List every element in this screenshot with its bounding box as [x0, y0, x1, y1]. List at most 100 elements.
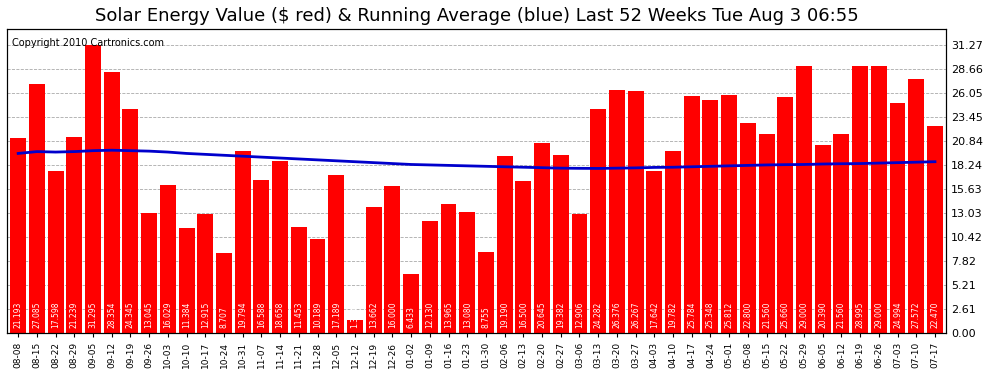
Text: 24.282: 24.282	[594, 302, 603, 328]
Text: 13.965: 13.965	[444, 302, 453, 328]
Title: Solar Energy Value ($ red) & Running Average (blue) Last 52 Weeks Tue Aug 3 06:5: Solar Energy Value ($ red) & Running Ave…	[95, 7, 858, 25]
Bar	[478, 252, 494, 333]
Bar	[197, 214, 213, 333]
Text: 16.000: 16.000	[388, 302, 397, 328]
Text: 21.193: 21.193	[14, 302, 23, 328]
Text: 12.130: 12.130	[426, 302, 435, 328]
Bar	[721, 95, 738, 333]
Text: 13.662: 13.662	[369, 302, 378, 328]
Text: 25.812: 25.812	[725, 302, 734, 328]
Text: 16.588: 16.588	[256, 302, 266, 328]
Text: 28.995: 28.995	[855, 302, 864, 328]
Text: 8.707: 8.707	[220, 306, 229, 328]
Bar	[703, 100, 719, 333]
Text: 10.189: 10.189	[313, 302, 322, 328]
Text: 13.045: 13.045	[145, 302, 153, 328]
Text: 29.000: 29.000	[874, 302, 883, 328]
Bar	[684, 96, 700, 333]
Bar	[365, 207, 381, 333]
Text: 11.384: 11.384	[182, 302, 191, 328]
Bar	[758, 135, 774, 333]
Text: 19.782: 19.782	[668, 302, 677, 328]
Text: 19.382: 19.382	[556, 302, 565, 328]
Bar	[609, 90, 625, 333]
Text: 17.642: 17.642	[649, 302, 658, 328]
Text: 11.453: 11.453	[294, 302, 303, 328]
Bar	[66, 138, 82, 333]
Text: 22.800: 22.800	[743, 302, 752, 328]
Bar	[834, 135, 849, 333]
Bar	[310, 239, 326, 333]
Bar	[927, 126, 942, 333]
Bar	[422, 221, 438, 333]
Bar	[10, 138, 26, 333]
Text: 20.645: 20.645	[538, 302, 546, 328]
Text: 25.660: 25.660	[781, 302, 790, 328]
Text: 27.572: 27.572	[912, 302, 921, 328]
Text: 29.000: 29.000	[800, 302, 809, 328]
Bar	[403, 274, 419, 333]
Text: 26.376: 26.376	[613, 302, 622, 328]
Bar	[665, 151, 681, 333]
Text: 21.560: 21.560	[837, 302, 845, 328]
Text: 21.560: 21.560	[762, 302, 771, 328]
Bar	[253, 180, 269, 333]
Bar	[85, 45, 101, 333]
Text: 24.345: 24.345	[126, 302, 135, 328]
Text: 25.784: 25.784	[687, 302, 696, 328]
Bar	[777, 97, 793, 333]
Bar	[534, 143, 550, 333]
Bar	[48, 171, 63, 333]
Bar	[216, 253, 232, 333]
Bar	[628, 91, 644, 333]
Text: 17.189: 17.189	[332, 302, 341, 328]
Text: 6.433: 6.433	[407, 306, 416, 328]
Bar	[646, 171, 662, 333]
Text: Copyright 2010 Cartronics.com: Copyright 2010 Cartronics.com	[12, 38, 163, 48]
Bar	[459, 213, 475, 333]
Bar	[29, 84, 45, 333]
Bar	[329, 175, 345, 333]
Bar	[123, 109, 139, 333]
Bar	[347, 320, 363, 333]
Bar	[441, 204, 456, 333]
Bar	[516, 181, 532, 333]
Bar	[571, 214, 587, 333]
Bar	[908, 79, 925, 333]
Bar	[291, 228, 307, 333]
Bar	[852, 66, 868, 333]
Text: 12.906: 12.906	[575, 302, 584, 328]
Bar	[590, 110, 606, 333]
Bar	[871, 66, 887, 333]
Bar	[235, 151, 250, 333]
Bar	[796, 66, 812, 333]
Text: 13.080: 13.080	[462, 302, 471, 328]
Text: 21.239: 21.239	[70, 302, 79, 328]
Bar	[142, 213, 157, 333]
Bar	[104, 72, 120, 333]
Text: 31.295: 31.295	[88, 302, 97, 328]
Bar	[384, 186, 400, 333]
Bar	[815, 145, 831, 333]
Text: 27.085: 27.085	[33, 302, 42, 328]
Text: 26.267: 26.267	[631, 302, 641, 328]
Text: 19.190: 19.190	[500, 302, 509, 328]
Text: 19.794: 19.794	[239, 302, 248, 328]
Text: 1.364: 1.364	[350, 306, 359, 328]
Bar	[160, 185, 176, 333]
Bar	[890, 103, 906, 333]
Bar	[740, 123, 755, 333]
Text: 16.500: 16.500	[519, 302, 528, 328]
Text: 20.390: 20.390	[818, 302, 828, 328]
Text: 28.354: 28.354	[107, 302, 116, 328]
Text: 16.029: 16.029	[163, 302, 172, 328]
Text: 18.658: 18.658	[275, 302, 284, 328]
Bar	[178, 228, 194, 333]
Bar	[497, 156, 513, 333]
Text: 8.755: 8.755	[481, 306, 490, 328]
Text: 25.348: 25.348	[706, 302, 715, 328]
Text: 22.470: 22.470	[931, 302, 940, 328]
Bar	[552, 154, 568, 333]
Text: 24.994: 24.994	[893, 302, 902, 328]
Bar	[272, 161, 288, 333]
